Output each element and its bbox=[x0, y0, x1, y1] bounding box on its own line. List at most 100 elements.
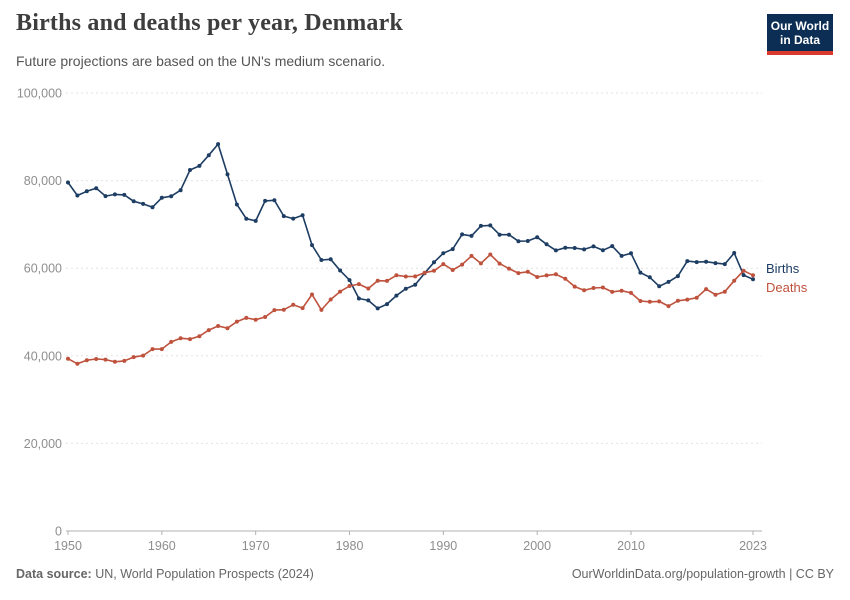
data-point-births bbox=[516, 239, 521, 244]
data-point-deaths bbox=[722, 289, 727, 294]
data-point-deaths bbox=[488, 252, 493, 257]
data-point-deaths bbox=[563, 276, 568, 281]
data-point-births bbox=[141, 201, 146, 206]
data-point-deaths bbox=[629, 290, 633, 295]
data-point-deaths bbox=[610, 289, 615, 294]
data-point-births bbox=[544, 242, 549, 247]
data-point-deaths bbox=[253, 317, 258, 322]
data-point-deaths bbox=[300, 306, 305, 311]
data-point-deaths bbox=[150, 347, 155, 352]
data-point-births bbox=[338, 268, 343, 273]
x-tick-label: 2010 bbox=[617, 539, 645, 553]
data-point-births bbox=[112, 192, 117, 197]
data-point-deaths bbox=[94, 357, 99, 361]
data-point-deaths bbox=[638, 299, 643, 303]
data-point-deaths bbox=[525, 269, 530, 274]
data-point-births bbox=[216, 142, 221, 147]
data-point-births bbox=[84, 189, 89, 194]
data-point-deaths bbox=[319, 307, 324, 312]
series-label-deaths[interactable]: Deaths bbox=[766, 280, 808, 296]
data-point-births bbox=[206, 153, 211, 158]
series-label-births[interactable]: Births bbox=[766, 261, 800, 277]
data-point-deaths bbox=[197, 334, 202, 339]
data-point-deaths bbox=[356, 282, 361, 287]
data-point-deaths bbox=[169, 339, 174, 344]
data-point-deaths bbox=[432, 268, 436, 273]
data-source-label: Data source: bbox=[16, 567, 92, 581]
data-source-text: UN, World Population Prospects (2024) bbox=[91, 567, 314, 581]
data-point-deaths bbox=[375, 278, 380, 283]
data-point-births bbox=[432, 260, 436, 265]
data-point-births bbox=[66, 180, 70, 185]
data-point-deaths bbox=[666, 304, 671, 309]
x-tick-label: 1980 bbox=[336, 539, 364, 553]
owid-logo[interactable]: Our World in Data bbox=[767, 14, 833, 55]
data-point-births bbox=[253, 218, 258, 223]
x-tick-label: 1990 bbox=[429, 539, 457, 553]
data-point-births bbox=[713, 261, 718, 266]
data-point-births bbox=[488, 223, 493, 228]
data-point-deaths bbox=[188, 337, 192, 342]
data-point-births bbox=[159, 195, 164, 200]
data-point-deaths bbox=[131, 355, 136, 360]
data-point-deaths bbox=[647, 299, 652, 304]
data-point-deaths bbox=[103, 357, 108, 362]
data-point-births bbox=[75, 193, 80, 198]
data-point-deaths bbox=[619, 288, 624, 293]
data-point-births bbox=[178, 188, 183, 193]
data-point-deaths bbox=[591, 286, 596, 290]
data-point-births bbox=[403, 286, 408, 291]
data-point-births bbox=[507, 232, 511, 237]
series-line-births bbox=[67, 143, 754, 310]
data-point-births bbox=[741, 273, 746, 278]
data-point-deaths bbox=[75, 361, 80, 366]
data-point-deaths bbox=[244, 315, 249, 320]
data-point-deaths bbox=[394, 273, 399, 278]
data-point-deaths bbox=[732, 278, 737, 283]
owid-link[interactable]: OurWorldinData.org/population-growth | C… bbox=[571, 567, 834, 581]
data-point-deaths bbox=[347, 284, 352, 288]
data-point-deaths bbox=[403, 274, 408, 279]
data-point-deaths bbox=[694, 295, 699, 300]
data-point-deaths bbox=[507, 266, 511, 271]
data-point-deaths bbox=[66, 356, 70, 361]
data-point-births bbox=[234, 202, 239, 207]
series-line-deaths bbox=[67, 253, 754, 365]
data-point-deaths bbox=[281, 307, 286, 312]
data-point-deaths bbox=[450, 268, 455, 272]
data-point-births bbox=[478, 223, 483, 228]
y-tick-label: 0 bbox=[55, 525, 62, 539]
data-point-births bbox=[291, 216, 296, 221]
data-point-births bbox=[375, 306, 380, 311]
data-point-deaths bbox=[675, 298, 680, 303]
data-point-deaths bbox=[272, 308, 277, 313]
data-point-deaths bbox=[112, 359, 117, 364]
data-point-deaths bbox=[338, 289, 343, 294]
data-point-births bbox=[675, 274, 680, 279]
page-title: Births and deaths per year, Denmark bbox=[16, 10, 404, 36]
data-point-births bbox=[188, 168, 192, 172]
data-point-births bbox=[272, 198, 277, 203]
x-tick-label: 2023 bbox=[739, 539, 767, 553]
data-point-births bbox=[732, 251, 737, 255]
data-point-deaths bbox=[685, 297, 690, 302]
data-point-deaths bbox=[225, 326, 230, 331]
data-point-deaths bbox=[713, 292, 718, 297]
chart-subtitle: Future projections are based on the UN's… bbox=[16, 53, 386, 69]
data-point-births bbox=[572, 246, 577, 250]
data-point-births bbox=[657, 284, 662, 289]
logo-line-1: Our World bbox=[770, 19, 830, 33]
data-point-births bbox=[694, 260, 699, 265]
data-point-births bbox=[122, 192, 127, 197]
data-point-deaths bbox=[535, 275, 540, 279]
data-point-births bbox=[103, 194, 108, 199]
x-tick-label: 1950 bbox=[54, 539, 82, 553]
data-point-births bbox=[638, 270, 643, 275]
data-point-births bbox=[356, 296, 361, 301]
data-point-births bbox=[281, 214, 286, 219]
data-point-births bbox=[582, 247, 587, 252]
data-point-births bbox=[535, 235, 540, 240]
data-point-births bbox=[197, 163, 202, 168]
data-point-deaths bbox=[460, 262, 465, 267]
